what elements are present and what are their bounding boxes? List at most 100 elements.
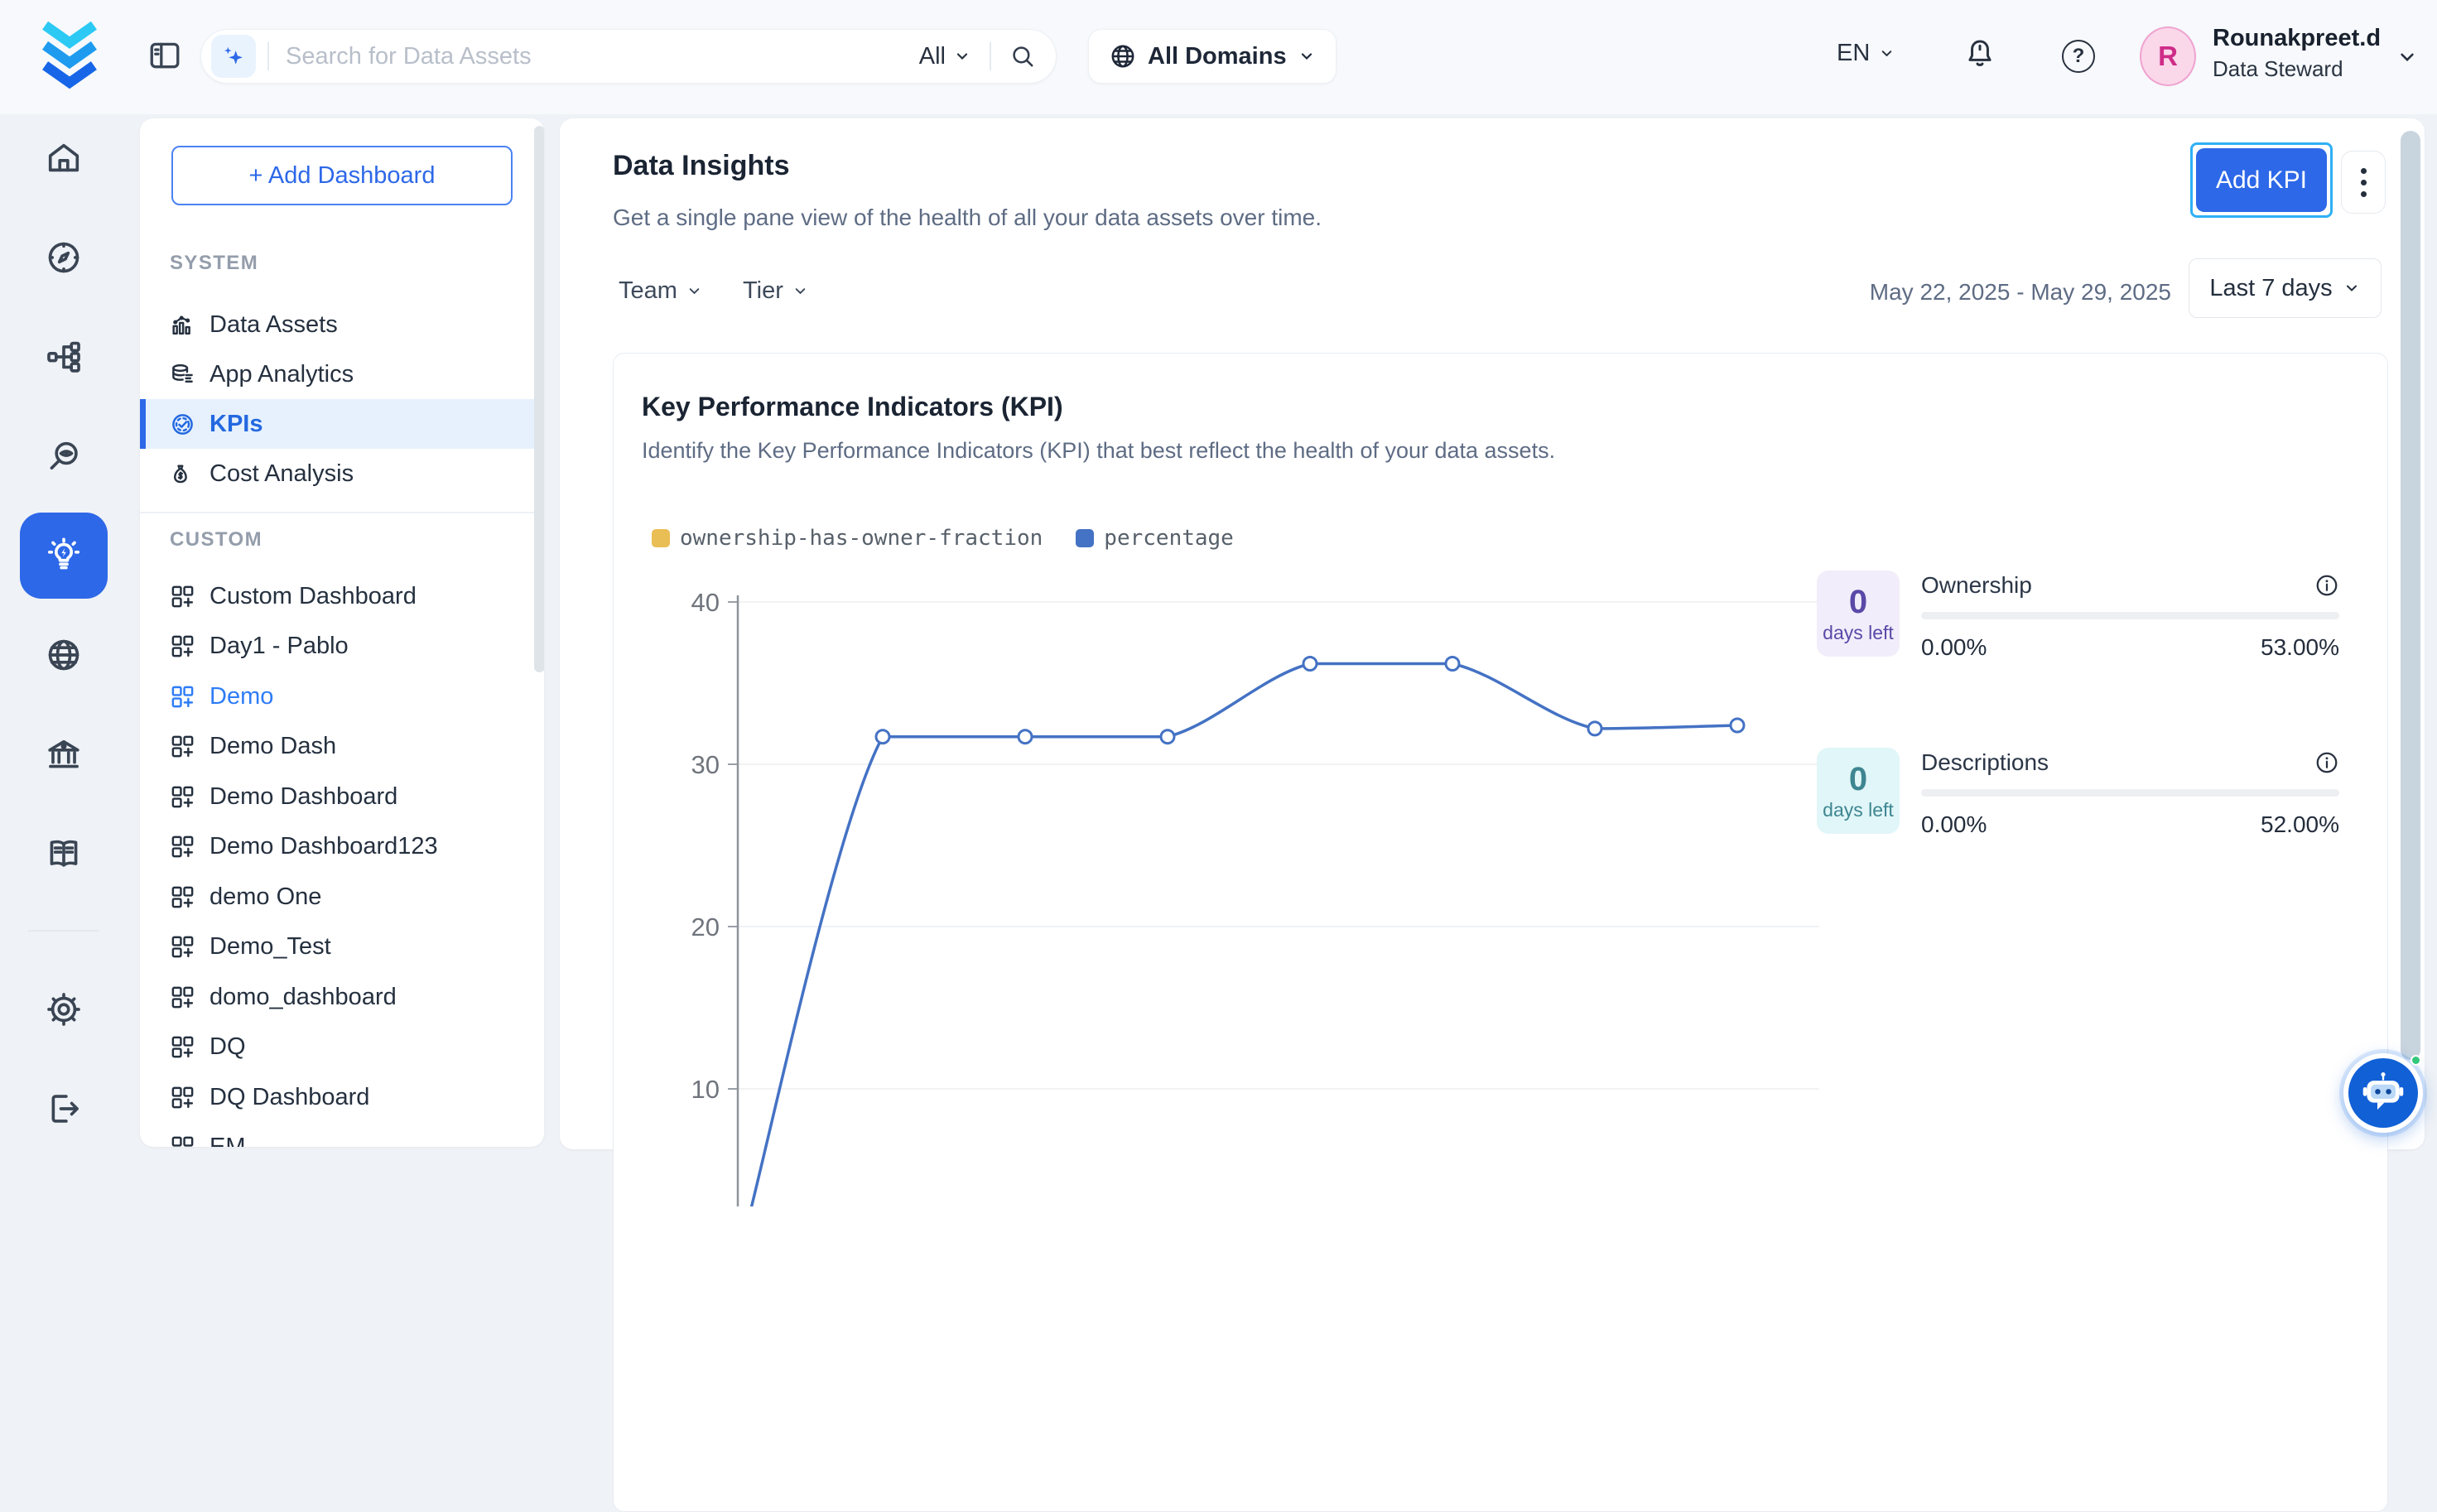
sidebar-item-demo-test[interactable]: Demo_Test bbox=[140, 922, 544, 973]
rail-item-explore[interactable] bbox=[20, 214, 108, 301]
kpi-line-chart-svg: 40 30 20 10 bbox=[691, 588, 1819, 1206]
globe-icon bbox=[45, 636, 83, 674]
rail-item-logout[interactable] bbox=[20, 1066, 108, 1152]
kpi-progress-target: 52.00% bbox=[2261, 811, 2339, 837]
rail-item-observability[interactable] bbox=[20, 413, 108, 499]
sidebar-item-demo-one[interactable]: demo One bbox=[140, 872, 544, 922]
sidebar-item-label: DQ Dashboard bbox=[210, 1083, 370, 1110]
rail-divider bbox=[28, 930, 99, 932]
info-icon[interactable] bbox=[2314, 750, 2339, 775]
sidebar-item-dq-dashboard[interactable]: DQ Dashboard bbox=[140, 1072, 544, 1123]
language-dropdown[interactable]: EN bbox=[1837, 40, 1895, 67]
sidebar-scrollbar[interactable] bbox=[534, 126, 544, 672]
chevron-down-icon bbox=[795, 287, 806, 294]
sparkles-icon[interactable] bbox=[211, 35, 256, 78]
insights-icon bbox=[45, 537, 83, 575]
kpi-progress-bar bbox=[1921, 789, 2339, 797]
sidebar-collapse-icon[interactable] bbox=[147, 38, 182, 73]
time-range-dropdown[interactable]: Last 7 days bbox=[2189, 258, 2382, 318]
sidebar-item-label: domo_dashboard bbox=[210, 983, 397, 1010]
dashboard-grid-icon bbox=[170, 584, 195, 609]
page-subtitle: Get a single pane view of the health of … bbox=[613, 205, 1322, 230]
sidebar-item-label: KPIs bbox=[210, 410, 263, 437]
sidebar-item-demo-dashboard[interactable]: Demo Dashboard bbox=[140, 772, 544, 822]
notifications-bell-icon[interactable] bbox=[1963, 36, 1997, 71]
kpi-summary-title: Descriptions bbox=[1921, 749, 2049, 775]
tier-filter-dropdown[interactable]: Tier bbox=[743, 272, 809, 309]
tier-filter-label: Tier bbox=[743, 277, 783, 304]
sidebar-item-label: Demo_Test bbox=[210, 933, 331, 961]
logout-icon bbox=[45, 1090, 83, 1128]
user-avatar[interactable]: R bbox=[2140, 26, 2196, 86]
sidebar-item-app-analytics[interactable]: App Analytics bbox=[140, 349, 544, 399]
language-label: EN bbox=[1837, 40, 1871, 66]
dashboard-grid-icon bbox=[170, 1034, 195, 1060]
sidebar-section-label: CUSTOM bbox=[170, 528, 262, 551]
svg-text:20: 20 bbox=[691, 912, 720, 941]
sidebar-item-em[interactable]: EM bbox=[140, 1123, 544, 1147]
divider bbox=[990, 42, 991, 70]
chatbot-button[interactable] bbox=[2343, 1053, 2423, 1133]
kpi-card: Key Performance Indicators (KPI) Identif… bbox=[613, 353, 2388, 1512]
sidebar-item-demo[interactable]: Demo bbox=[140, 672, 544, 722]
user-menu-chevron-icon[interactable] bbox=[2396, 46, 2419, 69]
help-glyph: ? bbox=[2072, 45, 2085, 67]
sidebar-item-day1-pablo[interactable]: Day1 - Pablo bbox=[140, 622, 544, 672]
kpi-line-chart: 40 30 20 10 bbox=[660, 561, 1836, 1206]
legend-label: ownership-has-owner-fraction bbox=[680, 526, 1043, 551]
rail-item-govern[interactable] bbox=[20, 711, 108, 797]
more-options-kebab-icon[interactable] bbox=[2341, 151, 2386, 214]
money-bag-icon bbox=[170, 461, 195, 487]
user-role: Data Steward bbox=[2213, 56, 2343, 81]
topbar: All All Domains EN ? R Rounakpreet.d Dat… bbox=[0, 0, 2437, 114]
user-menu[interactable]: Rounakpreet.d Data Steward bbox=[2213, 22, 2390, 83]
sidebar-item-demo-dash[interactable]: Demo Dash bbox=[140, 722, 544, 773]
legend-item-ownership-has-owner-fraction[interactable]: ownership-has-owner-fraction bbox=[652, 526, 1043, 551]
sidebar-item-kpis[interactable]: KPIs bbox=[140, 399, 544, 449]
sidebar-item-cost-analysis[interactable]: Cost Analysis bbox=[140, 449, 544, 498]
sidebar-divider bbox=[140, 512, 544, 513]
time-range-label: Last 7 days bbox=[2209, 274, 2333, 301]
app-logo-icon[interactable] bbox=[35, 18, 104, 93]
search-icon[interactable] bbox=[1009, 43, 1036, 70]
dashboard-grid-icon bbox=[170, 633, 195, 659]
rail-item-lineage[interactable] bbox=[20, 314, 108, 400]
kpi-progress-target: 53.00% bbox=[2261, 634, 2339, 660]
dashboard-grid-icon bbox=[170, 734, 195, 759]
rail-item-domains[interactable] bbox=[20, 612, 108, 698]
add-dashboard-button[interactable]: + Add Dashboard bbox=[171, 146, 513, 205]
chevron-down-icon bbox=[2346, 285, 2357, 291]
sidebar-item-label: Demo Dash bbox=[210, 733, 337, 760]
bar-chart-icon bbox=[170, 312, 195, 338]
rail-item-settings[interactable] bbox=[20, 966, 108, 1052]
days-left-value: 0 bbox=[1848, 583, 1868, 620]
dashboard-grid-icon bbox=[170, 934, 195, 960]
dashboard-grid-icon bbox=[170, 784, 195, 810]
nav-rail bbox=[20, 115, 108, 1165]
days-left-value: 0 bbox=[1848, 760, 1868, 797]
sidebar-section-label: SYSTEM bbox=[170, 252, 259, 274]
sidebar-item-demo-dashboard123[interactable]: Demo Dashboard123 bbox=[140, 822, 544, 873]
rail-item-home[interactable] bbox=[20, 115, 108, 201]
page-title: Data Insights bbox=[613, 150, 790, 181]
legend-label: percentage bbox=[1104, 526, 1234, 551]
sidebar-item-custom-dashboard[interactable]: Custom Dashboard bbox=[140, 571, 544, 622]
sidebar-item-domo-dashboard[interactable]: domo_dashboard bbox=[140, 972, 544, 1023]
all-domains-dropdown[interactable]: All Domains bbox=[1088, 29, 1336, 84]
search-scope-dropdown[interactable]: All bbox=[919, 43, 971, 70]
chevron-down-icon bbox=[1301, 53, 1312, 60]
rail-item-insights[interactable] bbox=[20, 513, 108, 599]
help-icon[interactable]: ? bbox=[2062, 40, 2095, 73]
page-scrollbar[interactable] bbox=[2401, 131, 2420, 1060]
rail-item-learning[interactable] bbox=[20, 811, 108, 897]
sidebar-item-data-assets[interactable]: Data Assets bbox=[140, 300, 544, 349]
sidebar-item-dq[interactable]: DQ bbox=[140, 1023, 544, 1073]
user-name: Rounakpreet.d bbox=[2213, 25, 2382, 51]
info-icon[interactable] bbox=[2314, 573, 2339, 598]
all-domains-label: All Domains bbox=[1148, 42, 1287, 70]
legend-item-percentage[interactable]: percentage bbox=[1076, 526, 1234, 551]
add-kpi-button[interactable]: Add KPI bbox=[2196, 148, 2327, 212]
team-filter-dropdown[interactable]: Team bbox=[619, 272, 703, 309]
lineage-icon bbox=[45, 338, 83, 376]
search-input[interactable] bbox=[286, 42, 919, 70]
